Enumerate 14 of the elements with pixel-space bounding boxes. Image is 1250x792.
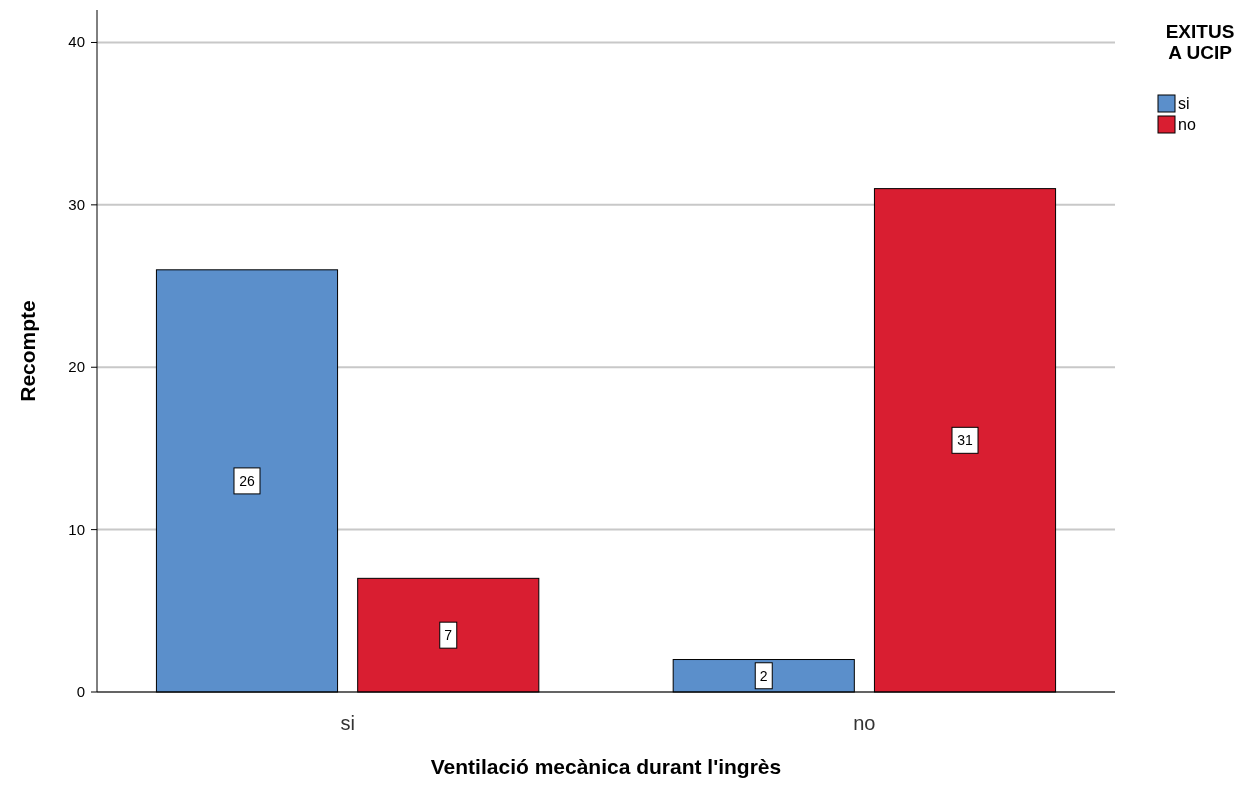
y-tick-label: 20 [68, 358, 85, 376]
y-tick-label: 30 [68, 195, 85, 213]
y-tick-label: 40 [68, 33, 85, 51]
y-axis-title: Recompte [16, 300, 39, 402]
y-tick-label: 10 [68, 520, 85, 538]
x-axis-title: Ventilació mecànica durant l'ingrès [430, 755, 782, 778]
legend-title: EXITUS A UCIP [1165, 21, 1235, 63]
y-tick-label: 0 [76, 683, 85, 700]
legend-label: no [1178, 116, 1196, 133]
data-label: 31 [957, 432, 973, 449]
data-label: 2 [759, 667, 768, 684]
legend-label: si [1178, 95, 1190, 112]
data-label: 7 [444, 627, 453, 644]
data-label: 26 [239, 472, 255, 489]
